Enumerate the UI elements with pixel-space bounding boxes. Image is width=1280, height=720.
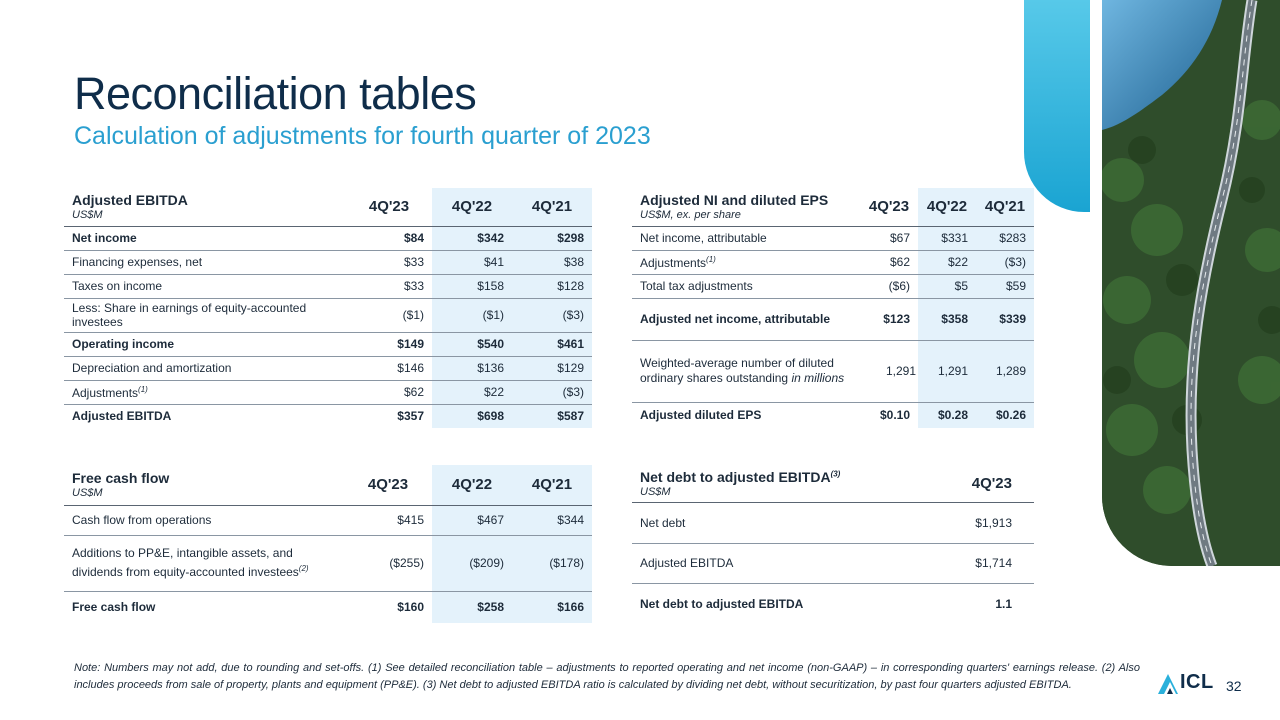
- page-title: Reconciliation tables: [74, 68, 477, 119]
- table-header-title: Adjusted NI and diluted EPS US$M, ex. pe…: [632, 188, 860, 227]
- column-header: 4Q'23: [344, 465, 432, 506]
- table-row: Adjustments(1) $62 $22 ($3): [64, 380, 592, 405]
- column-header: 4Q'23: [932, 465, 1034, 503]
- page-subtitle: Calculation of adjustments for fourth qu…: [74, 122, 651, 150]
- page-number: 32: [1226, 678, 1242, 694]
- free-cash-flow-table: Free cash flow US$M 4Q'23 4Q'22 4Q'21 Ca…: [64, 465, 592, 623]
- column-header: 4Q'23: [860, 188, 918, 227]
- table-row: Cash flow from operations $415 $467 $344: [64, 505, 592, 536]
- table-row: Net debt to adjusted EBITDA 1.1: [640, 597, 1012, 612]
- column-header: 4Q'22: [432, 465, 512, 506]
- footnote: Note: Numbers may not add, due to roundi…: [74, 662, 1140, 691]
- table-row: Financing expenses, net $33 $41 $38: [64, 250, 592, 275]
- logo-wordmark: ICL: [1180, 671, 1214, 693]
- table-row: Net debt $1,913: [632, 502, 1034, 544]
- adjusted-ebitda-table: Adjusted EBITDA US$M 4Q'23 4Q'22 4Q'21 N…: [64, 188, 592, 428]
- table-row: Depreciation and amortization $146 $136 $12…: [64, 356, 592, 381]
- table-row: Operating income $149 $540 $461: [64, 332, 592, 357]
- decorative-accent-tab: [1024, 0, 1090, 212]
- column-header: 4Q'21: [976, 188, 1034, 227]
- table-row: Weighted-average number of diluted ordin…: [632, 340, 1034, 403]
- table-header-title: Free cash flow US$M: [64, 465, 344, 506]
- table-header-title: Adjusted EBITDA US$M: [64, 188, 346, 227]
- column-header: 4Q'21: [512, 465, 592, 506]
- table-row: Adjusted EBITDA $1,714: [632, 543, 1034, 584]
- table-row: Adjusted EBITDA $357 $698 $587: [64, 404, 592, 428]
- net-debt-table: Net debt to adjusted EBITDA(3) US$M 4Q'2…: [632, 465, 1034, 625]
- column-header: 4Q'21: [512, 188, 592, 227]
- table-row: Net income, attributable $67 $331 $283: [632, 226, 1034, 251]
- column-header: 4Q'22: [432, 188, 512, 227]
- table-row: Taxes on income $33 $158 $128: [64, 274, 592, 299]
- table-row: Net income $84 $342 $298: [64, 226, 592, 251]
- adjusted-ni-eps-table: Adjusted NI and diluted EPS US$M, ex. pe…: [632, 188, 1034, 428]
- table-row: Total tax adjustments ($6) $5 $59: [632, 274, 1034, 299]
- column-header: 4Q'23: [346, 188, 432, 227]
- icl-logo-icon: [1158, 674, 1178, 694]
- table-header-title: Net debt to adjusted EBITDA(3) US$M: [632, 465, 932, 503]
- table-row: Adjusted diluted EPS $0.10 $0.28 $0.26: [632, 402, 1034, 428]
- column-header: 4Q'22: [918, 188, 976, 227]
- table-row: Less: Share in earnings of equity-accoun…: [64, 298, 592, 333]
- table-row: Additions to PP&E, intangible assets, an…: [64, 535, 592, 592]
- table-row: Adjustments(1) $62 $22 ($3): [632, 250, 1034, 275]
- forest-road-photo: [1102, 0, 1280, 566]
- table-row: Adjusted net income, attributable $123 $35…: [632, 298, 1034, 341]
- table-row: Free cash flow $160 $258 $166: [64, 591, 592, 623]
